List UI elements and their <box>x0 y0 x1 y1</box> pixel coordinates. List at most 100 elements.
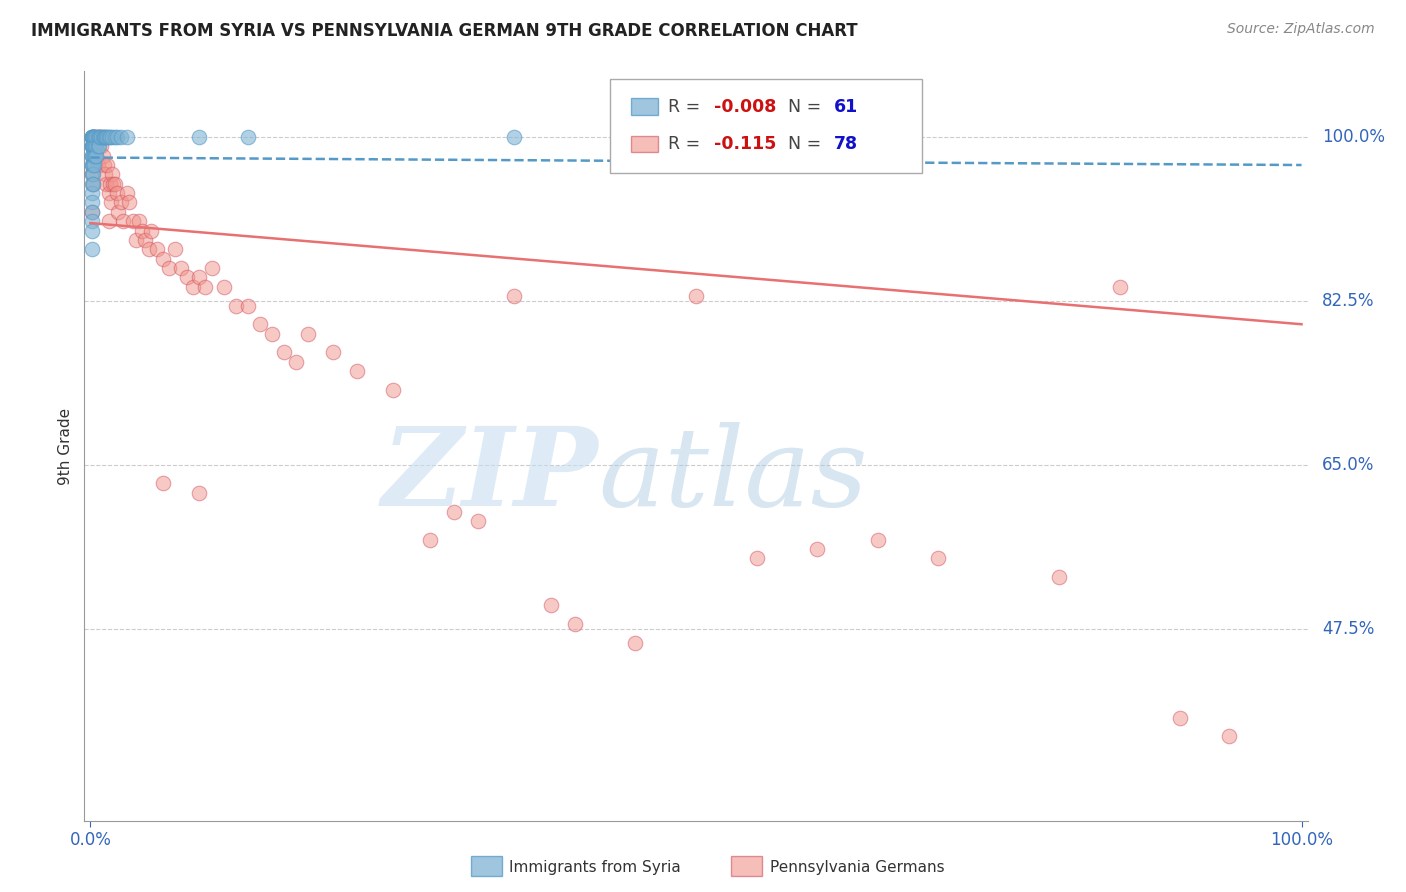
Point <box>83 130 105 145</box>
Point <box>83 139 105 153</box>
Text: 100.0%: 100.0% <box>1322 128 1385 146</box>
Point <box>194 280 217 294</box>
Point <box>91 130 114 145</box>
Point <box>87 130 110 145</box>
Point <box>225 299 247 313</box>
Point <box>176 270 198 285</box>
Point <box>103 177 125 191</box>
Point <box>285 355 308 369</box>
Point <box>236 299 259 313</box>
Text: R =: R = <box>668 97 706 116</box>
Point <box>90 139 112 153</box>
Point <box>105 186 128 201</box>
Point <box>86 130 108 145</box>
Point <box>104 130 127 145</box>
Text: Source: ZipAtlas.com: Source: ZipAtlas.com <box>1227 22 1375 37</box>
Point <box>121 214 143 228</box>
Point <box>87 139 110 153</box>
Point <box>540 599 562 613</box>
Point <box>83 130 105 145</box>
Point <box>104 177 127 191</box>
Point <box>83 130 105 145</box>
Point <box>107 205 129 219</box>
Point <box>82 130 104 145</box>
Point <box>382 383 405 397</box>
Point <box>86 149 108 163</box>
Point <box>83 158 105 172</box>
Point <box>152 252 174 266</box>
Point <box>165 243 187 257</box>
Point <box>80 139 103 153</box>
Point <box>200 261 222 276</box>
Text: 65.0%: 65.0% <box>1322 456 1375 474</box>
Point <box>624 636 647 650</box>
Point <box>112 214 135 228</box>
Text: -0.008: -0.008 <box>714 97 776 116</box>
Point <box>86 130 108 145</box>
Point <box>125 233 148 247</box>
Point <box>80 149 103 163</box>
Point <box>86 139 108 153</box>
Point <box>170 261 193 276</box>
Point <box>80 158 103 172</box>
Point <box>1108 280 1130 294</box>
Text: Immigrants from Syria: Immigrants from Syria <box>509 860 681 874</box>
Point <box>131 224 153 238</box>
Point <box>96 130 118 145</box>
Point <box>98 177 121 191</box>
Point <box>87 130 110 145</box>
Point <box>86 130 108 145</box>
Point <box>80 214 103 228</box>
Point <box>82 158 104 172</box>
Text: 82.5%: 82.5% <box>1322 292 1375 310</box>
Point <box>118 195 141 210</box>
Point <box>443 505 465 519</box>
Point <box>82 139 104 153</box>
Point <box>418 533 440 547</box>
Point <box>157 261 180 276</box>
Point <box>503 130 526 145</box>
Point <box>80 243 103 257</box>
Text: atlas: atlas <box>598 422 868 530</box>
Point <box>84 158 107 172</box>
Point <box>97 130 120 145</box>
Text: R =: R = <box>668 135 706 153</box>
Point <box>89 130 111 145</box>
Y-axis label: 9th Grade: 9th Grade <box>58 408 73 484</box>
Point <box>188 130 211 145</box>
Point <box>346 364 368 378</box>
Point <box>80 205 103 219</box>
Point <box>80 139 103 153</box>
Text: IMMIGRANTS FROM SYRIA VS PENNSYLVANIA GERMAN 9TH GRADE CORRELATION CHART: IMMIGRANTS FROM SYRIA VS PENNSYLVANIA GE… <box>31 22 858 40</box>
Bar <box>631 136 658 153</box>
Point <box>101 168 124 182</box>
Point <box>86 158 108 172</box>
Point <box>80 130 103 145</box>
Point <box>322 345 344 359</box>
Point <box>86 149 108 163</box>
Point <box>82 177 104 191</box>
Point <box>83 149 105 163</box>
Point <box>80 130 103 145</box>
Point <box>82 149 104 163</box>
Point <box>1170 711 1192 725</box>
Point <box>105 130 128 145</box>
Text: ZIP: ZIP <box>381 422 598 530</box>
Point <box>297 326 319 341</box>
Point <box>110 130 132 145</box>
Point <box>90 130 112 145</box>
Point <box>685 130 707 145</box>
Point <box>80 139 103 153</box>
Point <box>80 224 103 238</box>
Point <box>115 186 138 201</box>
Point <box>94 168 117 182</box>
Point <box>806 542 828 557</box>
Point <box>97 186 120 201</box>
Point <box>80 195 103 210</box>
Point <box>80 130 103 145</box>
Point <box>82 168 104 182</box>
Point <box>152 476 174 491</box>
Point <box>866 533 889 547</box>
Point <box>100 195 122 210</box>
Point <box>82 130 104 145</box>
